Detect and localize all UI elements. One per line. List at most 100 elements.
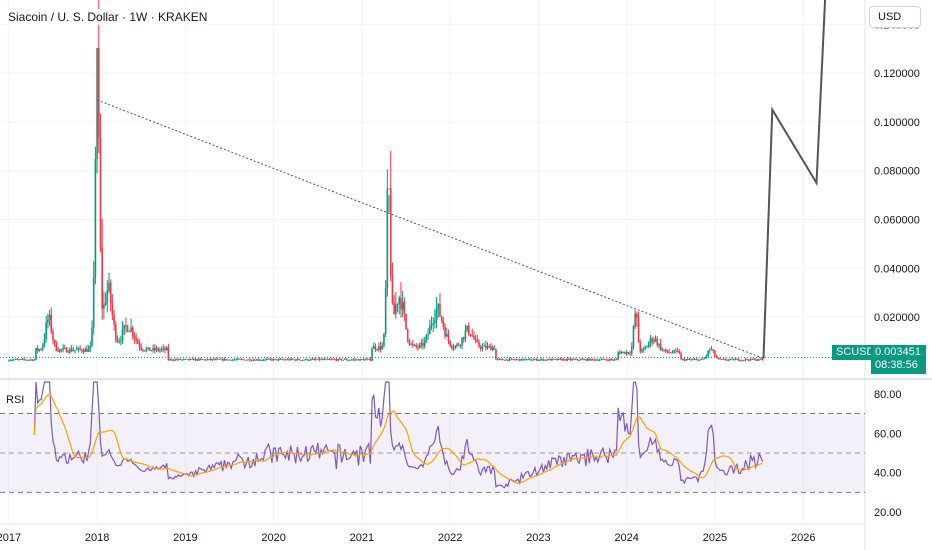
candle-body <box>413 345 416 346</box>
time-tick-2023: 2023 <box>526 532 550 544</box>
candle-body <box>439 303 441 317</box>
candle-body <box>233 359 236 361</box>
candle-body <box>717 358 720 359</box>
candle-body <box>632 326 635 347</box>
candle-body <box>563 359 565 361</box>
candle-body <box>293 359 295 361</box>
candle-body <box>430 324 433 326</box>
candle-body <box>333 359 336 361</box>
candle-body <box>666 350 669 353</box>
candle-body <box>182 359 185 360</box>
time-tick-2021: 2021 <box>350 532 374 544</box>
candle-body <box>235 359 238 361</box>
candle-body <box>344 359 346 360</box>
price-axis[interactable]: 0.020000 0.040000 0.060000 0.080000 0.100000… <box>874 19 920 324</box>
candle-body <box>342 359 345 361</box>
candle-body <box>349 359 351 361</box>
candle-body <box>109 282 112 304</box>
candle-body <box>311 359 314 360</box>
candle-body <box>262 360 265 361</box>
candle-body <box>598 359 601 361</box>
candle-body <box>702 358 704 360</box>
candle-body <box>23 358 25 360</box>
candle-body <box>325 358 328 360</box>
candle-body <box>686 359 689 360</box>
candle-body <box>70 348 73 352</box>
candle-body <box>566 358 569 361</box>
candle-body <box>266 359 268 360</box>
candle-body <box>619 352 621 354</box>
candle-body <box>661 349 664 351</box>
currency-button[interactable]: USD <box>869 6 921 28</box>
candle-body <box>9 360 12 362</box>
candle-body <box>35 347 37 360</box>
candle-body <box>291 358 294 360</box>
candle-body <box>313 359 316 360</box>
candle-body <box>639 342 642 352</box>
candle-body <box>571 359 574 361</box>
candle-body <box>498 359 501 360</box>
candle-body <box>501 359 504 360</box>
candle-body <box>181 359 183 361</box>
candle-body <box>277 359 280 361</box>
candle-body <box>447 334 450 342</box>
candle-body <box>177 359 180 360</box>
candle-body <box>91 327 93 346</box>
candle-body <box>196 359 199 361</box>
candle-body <box>630 346 633 354</box>
candle-body <box>449 341 451 346</box>
candle-body <box>727 359 730 361</box>
candle-body <box>653 340 655 343</box>
candle-body <box>206 359 209 361</box>
time-axis[interactable]: 2017 2018 2019 2020 2021 2022 2023 2024 2025 2026 <box>0 532 815 544</box>
candle-body <box>425 335 428 341</box>
candle-body <box>57 350 59 352</box>
candle-body <box>138 343 141 348</box>
candle-body <box>238 358 241 360</box>
candle-body <box>230 359 232 361</box>
time-tick-2022: 2022 <box>438 532 462 544</box>
candle-body <box>131 327 134 336</box>
candle-body <box>384 288 387 335</box>
candle-body <box>462 337 465 340</box>
candle-body <box>160 349 163 350</box>
candle-body <box>493 347 496 350</box>
candle-body <box>147 347 149 349</box>
candle-body <box>323 359 326 360</box>
candle-body <box>423 340 426 347</box>
candle-body <box>549 359 552 361</box>
candle-body <box>16 359 19 360</box>
candle-body <box>92 277 95 328</box>
candle-body <box>459 345 462 347</box>
candle-body <box>651 338 653 343</box>
candle-body <box>50 314 53 332</box>
candle-body <box>435 309 438 320</box>
rsi-axis[interactable]: 20.00 40.00 60.00 80.00 <box>874 389 902 519</box>
candle-body <box>150 350 153 352</box>
rsi-band <box>0 413 865 493</box>
candle-body <box>746 359 748 360</box>
candle-body <box>535 358 538 361</box>
candle-body <box>114 324 117 340</box>
rsi-tick-60.00: 60.00 <box>874 428 902 440</box>
candle-body <box>405 313 407 330</box>
candle-body <box>14 359 17 360</box>
candle-body <box>274 359 277 360</box>
candle-body <box>74 350 76 351</box>
candle-body <box>255 359 258 361</box>
candle-body <box>389 188 392 276</box>
candle-body <box>148 347 151 351</box>
candle-body <box>608 359 611 361</box>
candle-body <box>374 346 377 350</box>
candle-body <box>116 339 119 342</box>
candle-body <box>308 360 311 362</box>
candle-body <box>322 359 324 361</box>
candle-body <box>503 359 506 361</box>
candle-body <box>529 359 531 361</box>
candle-body <box>267 358 270 360</box>
candle-body <box>381 345 384 350</box>
candle-body <box>276 359 278 361</box>
candle-body <box>121 329 124 341</box>
candle-body <box>376 349 378 351</box>
